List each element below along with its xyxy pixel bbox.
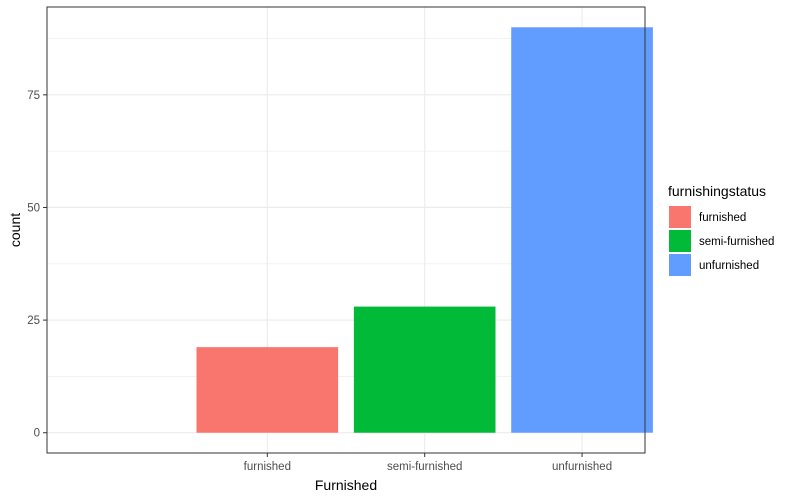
y-tick-label: 75 [27,90,40,102]
legend-title: furnishingstatus [668,183,766,199]
bars [196,27,653,433]
y-axis-ticks: 0 25 50 75 [27,90,47,440]
legend-label: furnished [699,212,746,224]
bar-unfurnished [511,27,653,433]
x-tick-label: unfurnished [552,461,612,473]
x-tick-label: semi-furnished [387,461,462,473]
y-axis-title: count [7,213,23,247]
bar-semi-furnished [353,306,496,433]
legend-label: unfurnished [699,260,759,272]
y-tick-label: 0 [34,428,40,440]
legend-swatch [669,206,691,228]
legend-label: semi-furnished [699,236,774,248]
x-tick-label: furnished [244,461,291,473]
y-tick-label: 25 [27,315,40,327]
bar-furnished [196,347,339,433]
y-tick-label: 50 [27,202,40,214]
x-axis-title: Furnished [315,477,377,493]
legend-swatch [669,230,691,252]
legend-swatch [669,254,691,276]
legend-items: furnished semi-furnished unfurnished [669,206,774,276]
legend: furnishingstatus furnished semi-furnished… [668,183,774,276]
plot-panel-border [46,6,646,454]
x-axis-ticks: furnished semi-furnished unfurnished [244,453,612,473]
